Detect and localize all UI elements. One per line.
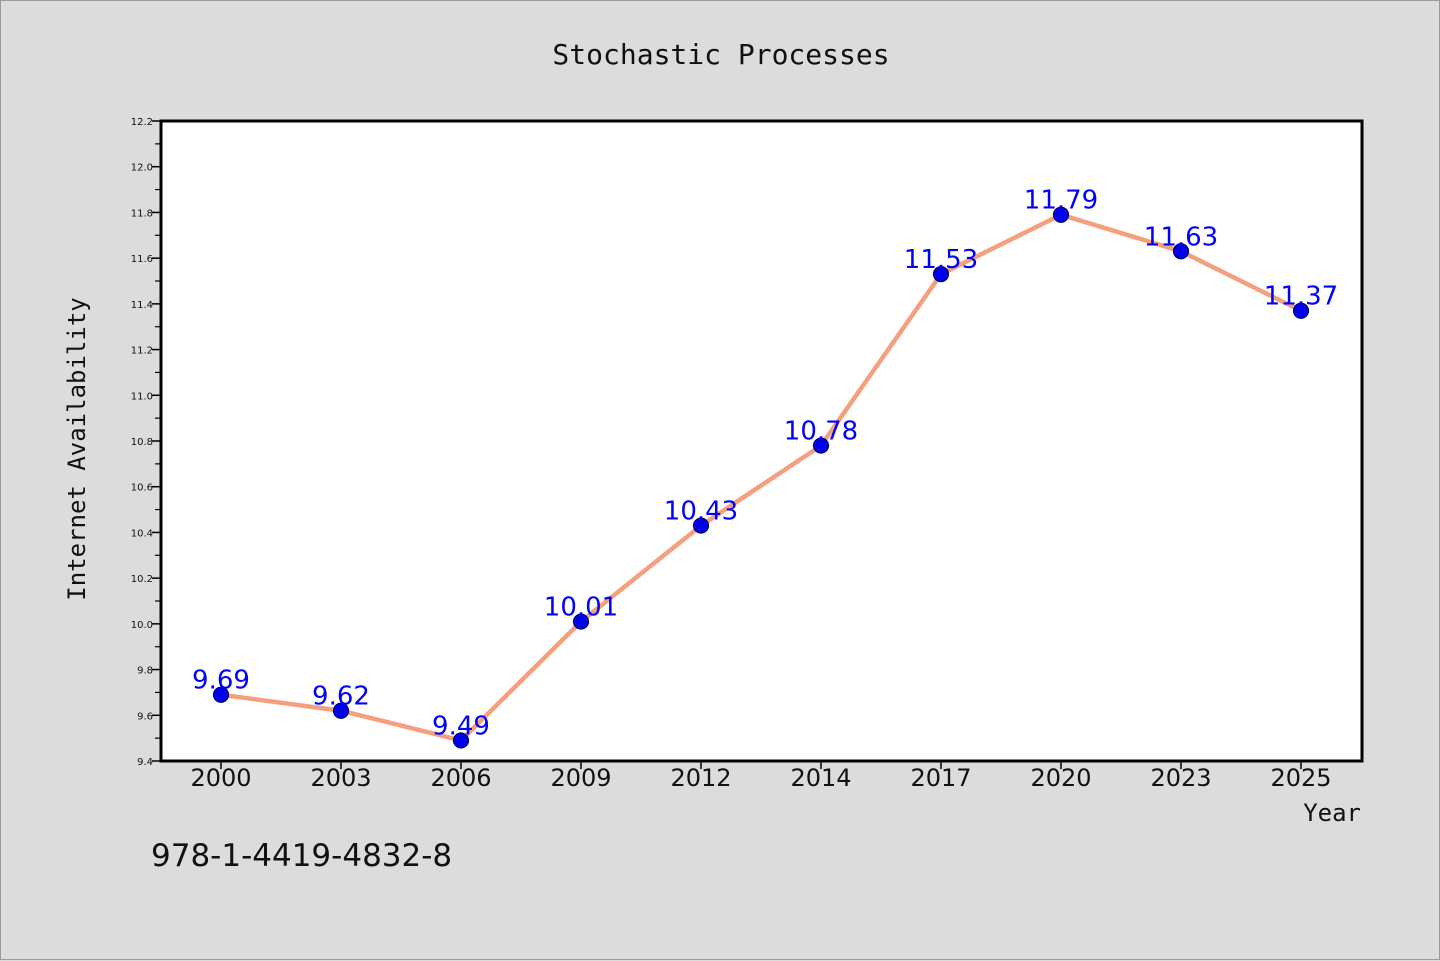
data-label: 11.79 — [1024, 186, 1098, 216]
y-tick-label: 10.0 — [131, 620, 153, 631]
data-point — [812, 437, 830, 454]
chart-title: Stochastic Processes — [552, 38, 889, 71]
y-tick-label: 9.4 — [137, 757, 153, 768]
y-tick-label: 11.6 — [131, 254, 153, 265]
x-tick-label: 2023 — [1150, 764, 1211, 792]
y-axis-title: Internet Availability — [63, 297, 91, 600]
x-tick-label: 2020 — [1030, 764, 1091, 792]
data-label: 11.37 — [1264, 282, 1338, 312]
y-tick-label: 11.0 — [131, 391, 153, 402]
series-line — [218, 212, 1304, 743]
y-tick-label: 10.4 — [131, 528, 153, 539]
y-tick-label: 10.6 — [131, 483, 153, 494]
data-point — [692, 517, 710, 534]
x-tick-label: 2000 — [190, 764, 251, 792]
x-tick-label: 2006 — [430, 764, 491, 792]
y-tick-label: 11.2 — [131, 346, 153, 357]
x-axis: 2000 2003 2006 2009 2012 2014 2017 2020 2023 2025 — [190, 761, 1332, 792]
data-label: 10.78 — [784, 417, 858, 447]
data-label: 9.49 — [432, 711, 490, 741]
x-tick-label: 2025 — [1270, 764, 1331, 792]
y-tick-label: 10.8 — [131, 437, 153, 448]
y-tick-label: 12.0 — [131, 163, 153, 174]
x-axis-title: Year — [1303, 799, 1361, 827]
data-point — [572, 613, 590, 630]
data-point — [1172, 243, 1190, 260]
plot-area — [159, 119, 1364, 763]
data-label: 11.53 — [904, 245, 978, 275]
y-tick-label: 11.8 — [131, 208, 153, 219]
data-point — [212, 686, 230, 703]
data-point — [1052, 206, 1070, 223]
x-tick-label: 2012 — [670, 764, 731, 792]
x-tick-label: 2003 — [310, 764, 371, 792]
x-tick-label: 2009 — [550, 764, 611, 792]
data-point — [932, 266, 950, 283]
data-label: 10.43 — [664, 497, 738, 527]
data-label: 11.63 — [1144, 222, 1218, 252]
y-tick-label: 9.8 — [137, 666, 153, 677]
data-label: 9.62 — [312, 682, 370, 712]
data-point — [332, 702, 350, 719]
x-tick-label: 2017 — [910, 764, 971, 792]
x-tick-label: 2014 — [790, 764, 851, 792]
data-labels-group: 9.69 9.62 9.49 10.01 10.43 10.78 11.53 11.79 11.… — [192, 186, 1338, 742]
y-axis: 9.4 9.6 9.8 10.0 10.2 10.4 10.6 10.8 11.0 11.2 11.… — [131, 117, 161, 768]
y-tick-label: 12.2 — [131, 117, 153, 128]
data-point — [452, 732, 470, 749]
footer-code: 978-1-4419-4832-8 — [151, 838, 452, 874]
y-tick-label: 10.2 — [131, 574, 153, 585]
data-point — [1292, 302, 1310, 319]
y-tick-label: 9.6 — [137, 711, 153, 722]
y-tick-label: 11.4 — [131, 300, 153, 311]
data-label: 10.01 — [544, 593, 618, 623]
data-label: 9.69 — [192, 666, 250, 696]
series-group — [212, 206, 1310, 749]
